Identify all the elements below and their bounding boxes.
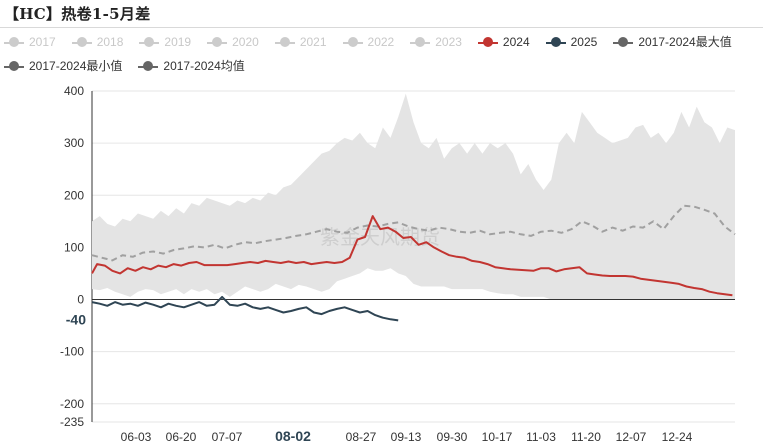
chart-title: 【HC】热卷1-5月差	[4, 5, 151, 23]
series-line-2025	[91, 295, 399, 322]
y-tick-label: 100	[64, 240, 84, 254]
legend-swatch-icon	[274, 36, 295, 48]
x-tick-label: 12-07	[616, 430, 647, 444]
y-tick-label: -200	[60, 397, 84, 411]
legend-swatch-icon	[613, 36, 634, 48]
legend-swatch-icon	[71, 36, 92, 48]
x-tick-label: 08-27	[346, 430, 377, 444]
series-line-2024	[91, 215, 733, 297]
legend-item-3[interactable]: 2020	[207, 31, 259, 53]
legend-item-10[interactable]: 2017-2024最小值	[4, 55, 122, 77]
x-tick-label: 06-03	[121, 430, 152, 444]
legend-item-11[interactable]: 2017-2024均值	[138, 55, 245, 77]
y-tick-label: 0	[77, 293, 84, 307]
legend-label: 2024	[502, 35, 530, 49]
legend-item-4[interactable]: 2021	[274, 31, 327, 53]
legend-item-0[interactable]: 2017	[4, 31, 56, 53]
legend-label: 2020	[232, 35, 259, 49]
legend-label: 2021	[299, 35, 327, 49]
legend-label: 2025	[570, 35, 598, 49]
y-tick-label: 400	[64, 84, 84, 98]
legend-item-5[interactable]: 2022	[342, 31, 395, 53]
legend-swatch-icon	[410, 36, 431, 48]
y-tick-label: 200	[64, 188, 84, 202]
legend-item-9[interactable]: 2017-2024最大值	[613, 31, 732, 53]
y-tick-label: 300	[64, 136, 84, 150]
chart-legend: 2017 2018 2019 2020 2021 2022 2023 2024 2025 2017…	[4, 31, 763, 79]
legend-swatch-icon	[139, 36, 160, 48]
legend-label: 2018	[96, 35, 124, 49]
legend-swatch-icon	[207, 36, 228, 48]
legend-item-2[interactable]: 2019	[139, 31, 191, 53]
legend-item-6[interactable]: 2023	[410, 31, 462, 53]
legend-label: 2017-2024最小值	[29, 59, 123, 73]
legend-swatch-icon	[545, 36, 566, 48]
legend-swatch-icon	[138, 60, 159, 72]
x-tick-label: 12-24	[662, 430, 693, 444]
min-max-band	[92, 93, 735, 300]
x-tick-label: 09-13	[391, 430, 422, 444]
legend-item-8[interactable]: 2025	[545, 31, 598, 53]
last-value-label: -40	[66, 311, 86, 327]
legend-swatch-icon	[477, 36, 498, 48]
legend-label: 2023	[435, 35, 462, 49]
title-divider	[0, 27, 763, 28]
legend-label: 2017	[29, 35, 56, 49]
legend-swatch-icon	[4, 36, 24, 48]
legend-label: 2022	[367, 35, 395, 49]
y-tick-label: -100	[60, 345, 84, 359]
x-tick-label: 10-17	[482, 430, 513, 444]
legend-label: 2017-2024均值	[163, 59, 245, 73]
x-tick-label: 07-07	[212, 430, 243, 444]
legend-item-1[interactable]: 2018	[71, 31, 124, 53]
x-tick-label: 06-20	[166, 430, 197, 444]
x-tick-label: 11-03	[526, 430, 556, 444]
series-line-2017-2024均值	[91, 204, 736, 262]
x-tick-label: 11-20	[571, 430, 601, 444]
x-tick-label: 09-30	[437, 430, 468, 444]
legend-label: 2017-2024最大值	[638, 35, 732, 49]
legend-swatch-icon	[4, 60, 24, 72]
legend-item-7[interactable]: 2024	[477, 31, 530, 53]
y-tick-label: -235	[60, 415, 84, 429]
legend-swatch-icon	[342, 36, 363, 48]
x-tick-label: 08-02	[275, 428, 311, 444]
legend-label: 2019	[164, 35, 192, 49]
